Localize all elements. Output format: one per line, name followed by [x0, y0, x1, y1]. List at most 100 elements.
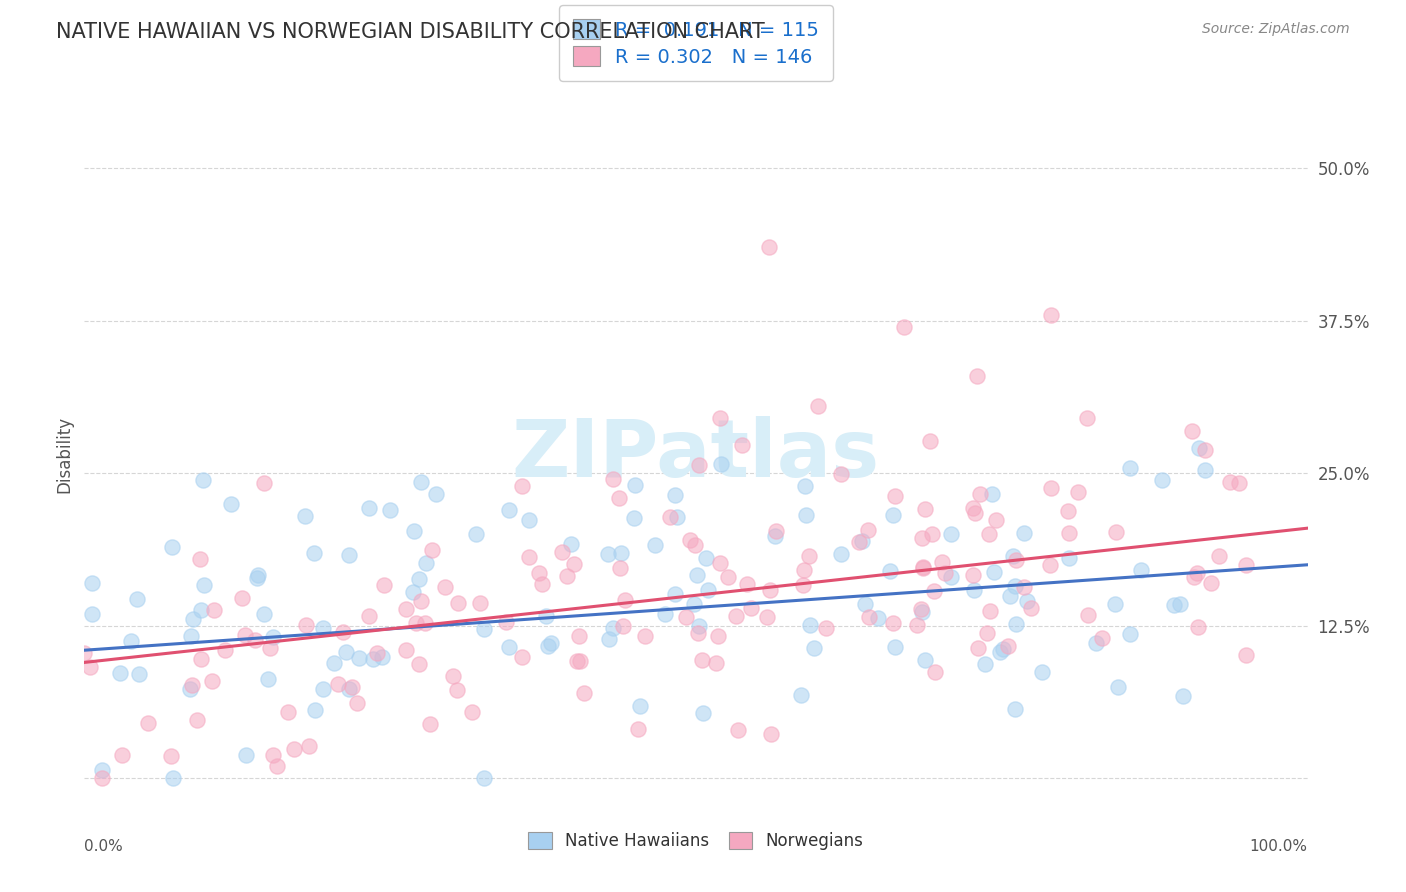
Point	[1187, 620, 1209, 634]
Point	[79, 659, 101, 673]
Point	[1194, 463, 1216, 477]
Point	[370, 649, 392, 664]
Point	[911, 605, 934, 619]
Point	[366, 647, 388, 661]
Point	[939, 526, 962, 541]
Point	[231, 591, 253, 605]
Point	[969, 487, 991, 501]
Point	[551, 545, 574, 559]
Point	[179, 681, 201, 696]
Point	[1039, 558, 1062, 573]
Point	[335, 645, 357, 659]
Point	[90, 772, 112, 786]
Point	[188, 551, 211, 566]
Point	[1004, 702, 1026, 716]
Point	[337, 548, 360, 562]
Point	[609, 561, 631, 575]
Point	[160, 540, 183, 554]
Point	[731, 438, 754, 452]
Point	[361, 651, 384, 665]
Point	[243, 632, 266, 647]
Point	[1188, 441, 1211, 455]
Point	[707, 629, 730, 643]
Point	[686, 568, 709, 582]
Point	[851, 533, 873, 548]
Point	[395, 602, 418, 616]
Point	[997, 639, 1019, 653]
Point	[572, 685, 595, 699]
Text: 100.0%: 100.0%	[1250, 839, 1308, 855]
Point	[675, 610, 697, 624]
Point	[979, 604, 1001, 618]
Point	[981, 486, 1004, 500]
Point	[602, 621, 624, 635]
Point	[180, 629, 202, 643]
Point	[1229, 476, 1251, 491]
Point	[568, 654, 591, 668]
Point	[683, 539, 706, 553]
Point	[848, 534, 870, 549]
Point	[1104, 597, 1126, 611]
Point	[934, 566, 956, 580]
Point	[512, 649, 534, 664]
Point	[1031, 665, 1053, 680]
Point	[630, 698, 652, 713]
Point	[882, 616, 904, 631]
Point	[568, 629, 591, 643]
Point	[373, 578, 395, 592]
Point	[1005, 616, 1028, 631]
Text: 0.0%: 0.0%	[84, 839, 124, 855]
Point	[695, 551, 717, 566]
Point	[735, 576, 758, 591]
Point	[420, 543, 443, 558]
Point	[1004, 553, 1026, 567]
Point	[1057, 550, 1080, 565]
Point	[709, 557, 731, 571]
Point	[963, 583, 986, 598]
Point	[1059, 525, 1081, 540]
Point	[1234, 558, 1257, 573]
Point	[598, 547, 620, 561]
Point	[830, 467, 852, 482]
Point	[931, 555, 953, 569]
Point	[402, 585, 425, 599]
Point	[1187, 566, 1209, 580]
Point	[920, 434, 942, 449]
Point	[1012, 580, 1035, 594]
Point	[413, 615, 436, 630]
Point	[1181, 425, 1204, 439]
Point	[235, 628, 257, 642]
Point	[201, 673, 224, 688]
Point	[415, 556, 437, 570]
Point	[277, 705, 299, 719]
Y-axis label: Disability: Disability	[55, 417, 73, 493]
Point	[1091, 632, 1114, 646]
Point	[519, 513, 541, 527]
Point	[692, 706, 714, 721]
Point	[180, 677, 202, 691]
Point	[830, 547, 852, 561]
Point	[120, 633, 142, 648]
Point	[517, 550, 540, 565]
Point	[567, 654, 589, 668]
Point	[498, 503, 520, 517]
Point	[332, 624, 354, 639]
Point	[530, 577, 553, 591]
Point	[697, 583, 720, 598]
Point	[868, 611, 890, 625]
Point	[740, 601, 762, 615]
Point	[976, 625, 998, 640]
Point	[609, 491, 631, 505]
Point	[108, 666, 131, 681]
Point	[759, 727, 782, 741]
Point	[433, 580, 456, 594]
Point	[966, 368, 988, 383]
Point	[612, 619, 634, 633]
Point	[965, 506, 987, 520]
Point	[710, 457, 733, 471]
Point	[472, 622, 495, 636]
Point	[190, 652, 212, 666]
Point	[688, 619, 710, 633]
Point	[624, 478, 647, 492]
Point	[441, 669, 464, 683]
